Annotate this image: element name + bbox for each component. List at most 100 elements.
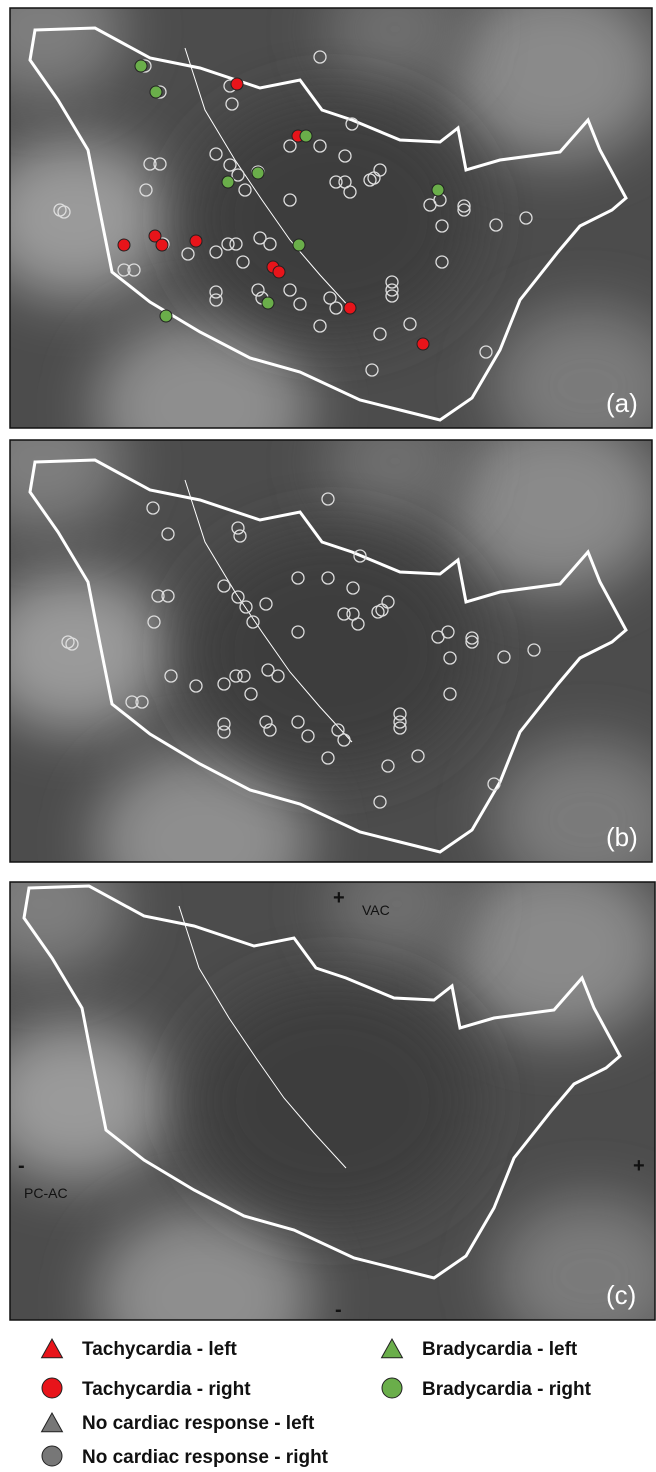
marker-circle — [149, 85, 163, 99]
site-circle — [231, 521, 245, 535]
legend-label: Bradycardia - right — [422, 1379, 592, 1400]
site-circle — [351, 617, 365, 631]
axis-label: VAC — [362, 902, 390, 918]
site-circle — [231, 168, 245, 182]
site-circle — [373, 327, 387, 341]
site-circle — [385, 275, 399, 289]
site-circle — [519, 211, 533, 225]
site-circle — [301, 729, 315, 743]
site-circle — [441, 625, 455, 639]
site-circle — [337, 733, 351, 747]
site-circle — [465, 635, 479, 649]
site-circle — [337, 607, 351, 621]
site-circle — [261, 663, 275, 677]
site-circle — [225, 97, 239, 111]
panel-frame — [9, 439, 653, 863]
site-circle — [127, 263, 141, 277]
marker-circle — [292, 238, 306, 252]
site-circle — [313, 50, 327, 64]
site-circle — [329, 301, 343, 315]
axis-sign: + — [333, 887, 345, 909]
site-circle — [263, 237, 277, 251]
site-circle — [135, 695, 149, 709]
panel — [10, 8, 652, 428]
site-circle — [385, 283, 399, 297]
legend-label: No cardiac response - left — [82, 1413, 315, 1434]
marker-circle — [117, 238, 131, 252]
marker-triangle — [40, 1411, 64, 1433]
site-circle — [443, 651, 457, 665]
site-circle — [236, 255, 250, 269]
panel-label: (c) — [606, 1280, 636, 1310]
site-circle — [271, 669, 285, 683]
site-circle — [343, 185, 357, 199]
site-circle — [233, 529, 247, 543]
shading — [95, 1208, 312, 1320]
site-circle — [143, 157, 157, 171]
shading — [187, 531, 475, 771]
site-circle — [229, 237, 243, 251]
axis-sign: + — [633, 1155, 645, 1177]
shading — [491, 739, 652, 862]
site-circle — [489, 218, 503, 232]
marker-circle — [230, 77, 244, 91]
site-circle — [217, 725, 231, 739]
site-circle — [161, 527, 175, 541]
marker-circle — [189, 234, 203, 248]
site-circle — [189, 679, 203, 693]
site-circle — [125, 695, 139, 709]
shading — [450, 882, 655, 1038]
legend-label: Tachycardia - left — [82, 1339, 238, 1360]
site-circle — [346, 581, 360, 595]
marker-circle — [251, 166, 265, 180]
site-circle — [147, 615, 161, 629]
shading — [10, 1021, 171, 1181]
site-circle — [375, 603, 389, 617]
site-circle — [385, 289, 399, 303]
marker-circle — [299, 129, 313, 143]
site-circle — [373, 795, 387, 809]
marker-triangle — [40, 1337, 64, 1359]
shading — [325, 882, 469, 964]
shading — [10, 882, 127, 974]
marker-triangle — [380, 1337, 404, 1359]
marker-circle — [261, 296, 275, 310]
shading — [10, 571, 171, 731]
site-circle — [217, 579, 231, 593]
site-circle — [239, 600, 253, 614]
site-circle — [331, 723, 345, 737]
axis-label: PC-AC — [24, 1185, 68, 1201]
site-circle — [209, 147, 223, 161]
site-circle — [146, 501, 160, 515]
site-circle — [321, 571, 335, 585]
site-circle — [338, 149, 352, 163]
site-circle — [291, 625, 305, 639]
marker-circle — [155, 238, 169, 252]
panel-label: (b) — [606, 822, 638, 852]
shading — [323, 8, 468, 89]
shading — [447, 8, 652, 161]
site-circle — [411, 749, 425, 763]
legend-label: Tachycardia - right — [82, 1379, 251, 1400]
site-circle — [283, 193, 297, 207]
site-circle — [329, 175, 343, 189]
site-circle — [393, 715, 407, 729]
site-circle — [381, 759, 395, 773]
shading — [94, 750, 311, 862]
site-circle — [259, 715, 273, 729]
site-circle — [457, 203, 471, 217]
axis-sign: - — [335, 1299, 342, 1321]
site-circle — [161, 589, 175, 603]
site-circle — [393, 707, 407, 721]
site-circle — [251, 283, 265, 297]
site-circle — [238, 183, 252, 197]
site-circle — [443, 687, 457, 701]
site-circle — [139, 183, 153, 197]
legend-label: No cardiac response - right — [82, 1447, 329, 1468]
site-circle — [479, 345, 493, 359]
site-circle — [293, 297, 307, 311]
site-circle — [321, 492, 335, 506]
panel-frame — [9, 7, 653, 429]
